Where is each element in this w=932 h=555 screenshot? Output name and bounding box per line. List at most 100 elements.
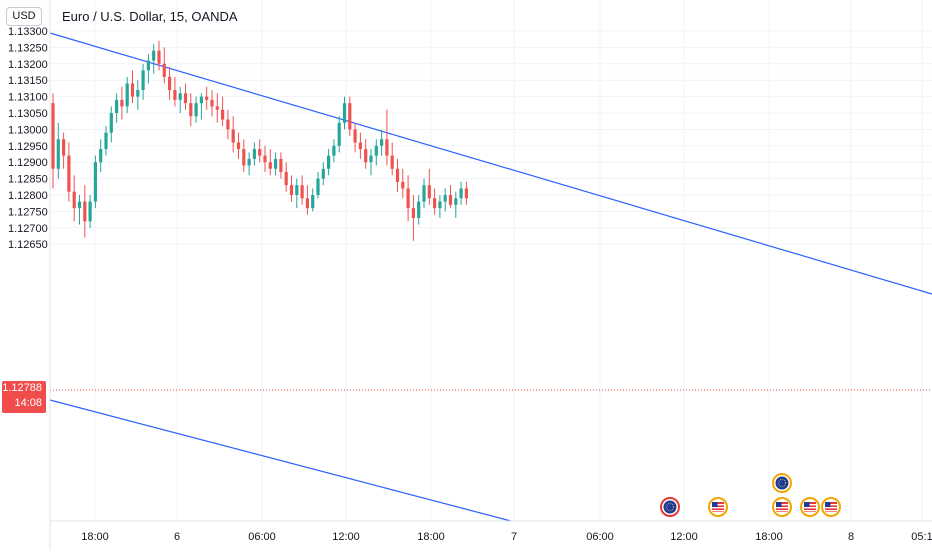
time-tick-label: 06:00 [248, 531, 276, 543]
candle [56, 122, 60, 179]
candle [231, 116, 235, 153]
us-flag-icon[interactable] [708, 497, 728, 517]
candle [364, 139, 368, 169]
price-tick-label: 1.12900 [8, 157, 48, 169]
candle [327, 149, 331, 176]
candle [67, 142, 71, 202]
candle [406, 175, 410, 222]
candle [305, 185, 309, 215]
candle [88, 195, 92, 228]
candle [51, 93, 55, 189]
candle [321, 162, 325, 186]
upper-trendline[interactable] [49, 32, 932, 295]
time-tick-label: 12:00 [670, 531, 698, 543]
bar-countdown: 14:08 [14, 397, 42, 409]
price-axis[interactable]: 1.13300 1.13250 1.13200 1.13150 1.13100 1.130… [8, 26, 48, 251]
us-flag-icon[interactable] [821, 497, 841, 517]
price-tick-label: 1.13300 [8, 26, 48, 38]
candle [77, 195, 82, 225]
last-price-label: 1.12788 14:08 [2, 381, 46, 413]
candle [173, 76, 177, 107]
candle [194, 96, 198, 123]
candle [438, 195, 442, 218]
candle [157, 40, 161, 71]
candle [109, 106, 113, 143]
candle [83, 185, 87, 238]
candle [120, 86, 124, 120]
candle [136, 80, 140, 110]
us-flag-icon[interactable] [800, 497, 820, 517]
price-tick-label: 1.13050 [8, 108, 48, 120]
trendline-channel[interactable] [49, 32, 932, 522]
candle [380, 129, 384, 156]
candle [459, 181, 463, 205]
candle [353, 122, 357, 153]
candle [369, 149, 373, 176]
candle [183, 83, 188, 110]
time-tick-label: 05:1 [911, 531, 932, 543]
candle [263, 145, 267, 173]
candle [104, 126, 108, 156]
candle [252, 142, 256, 166]
time-tick-label: 6 [174, 531, 180, 543]
candle [433, 188, 437, 215]
time-tick-label: 12:00 [332, 531, 360, 543]
candle [417, 195, 421, 225]
candle [72, 175, 76, 222]
chart-grid [50, 0, 932, 521]
economic-events[interactable] [660, 473, 841, 517]
candle [342, 96, 347, 130]
currency-badge[interactable]: USD [6, 7, 42, 26]
candle [268, 149, 272, 176]
candle [289, 175, 294, 202]
candle [99, 139, 103, 173]
candle [168, 67, 172, 100]
candle [284, 162, 288, 192]
time-axis[interactable]: 18:00 6 06:00 12:00 18:00 7 06:00 12:00 18:00 8 05… [81, 531, 932, 543]
candle [348, 96, 352, 136]
candle [274, 152, 278, 176]
candle [401, 168, 405, 199]
time-tick-label: 18:00 [417, 531, 445, 543]
candle [295, 178, 299, 209]
candle [215, 93, 219, 123]
candle [311, 188, 315, 212]
time-tick-label: 18:00 [81, 531, 109, 543]
candle [62, 132, 66, 169]
candle [199, 93, 203, 120]
candlestick-series [51, 40, 468, 241]
candle [358, 132, 362, 159]
candle [242, 139, 246, 173]
price-tick-label: 1.12800 [8, 190, 48, 202]
price-tick-label: 1.12650 [8, 239, 48, 251]
eu-flag-icon[interactable] [660, 497, 680, 517]
candle [152, 44, 156, 74]
candle [395, 158, 400, 192]
price-tick-label: 1.12700 [8, 223, 48, 235]
candle [115, 93, 119, 123]
candle [189, 93, 193, 127]
candle [258, 139, 262, 163]
candle [422, 178, 426, 209]
us-flag-icon[interactable] [772, 497, 792, 517]
candle [464, 181, 468, 205]
price-tick-label: 1.13250 [8, 42, 48, 54]
candle [210, 90, 214, 117]
candle [247, 152, 251, 176]
candle [374, 139, 378, 166]
time-tick-label: 06:00 [586, 531, 614, 543]
eu-flag-icon[interactable] [772, 473, 792, 493]
price-tick-label: 1.12950 [8, 141, 48, 153]
candle [316, 172, 320, 199]
candle [178, 86, 182, 113]
candle [300, 175, 304, 205]
candle [454, 191, 458, 218]
candle [236, 132, 241, 159]
candle [125, 76, 129, 113]
candle [226, 109, 230, 140]
price-tick-label: 1.12850 [8, 174, 48, 186]
time-tick-label: 7 [511, 531, 517, 543]
candle [448, 185, 453, 209]
lower-trendline[interactable] [49, 399, 512, 522]
